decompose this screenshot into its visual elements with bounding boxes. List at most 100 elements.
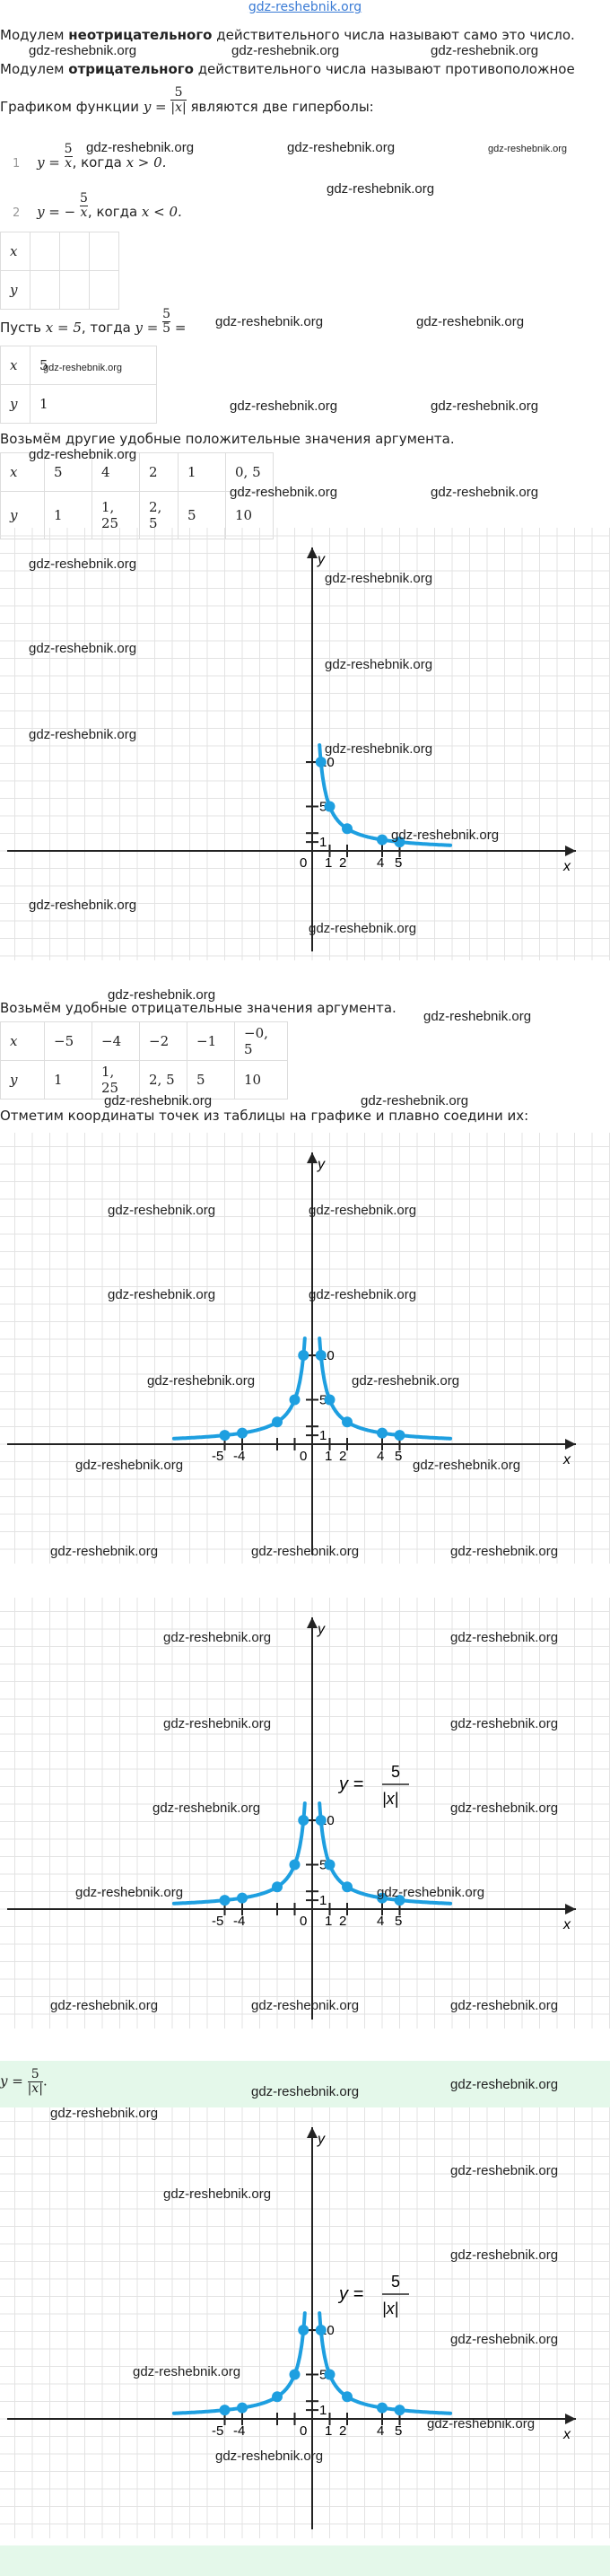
watermark: gdz-reshebnik.org [251,2084,360,2099]
table-cell [89,270,119,310]
watermark: gdz-reshebnik.org [309,921,417,936]
x-tick-label: -5 [212,2423,223,2439]
plot-text: Отметим координаты точек из таблицы на г… [0,1108,529,1124]
graph-description: Графиком функции y = 5 |x| являются две … [0,85,374,115]
x-tick-label: 1 [325,2423,332,2439]
origin-label: 0 [300,1914,307,1929]
graph-labeled: x y 0 1 2 4 5 -5 -4 1 5 10 y = 5 |x| [0,1598,610,2028]
table-cell: −0, 5 [234,1021,288,1061]
gd-num: 5 [170,85,187,101]
let-frac: 5 5 [162,308,171,336]
table-cell: 1 [30,384,157,424]
data-point [315,2325,327,2335]
table-cell: x [0,346,30,385]
watermark: gdz-reshebnik.org [108,1203,216,1218]
x-tick-label: 4 [377,1449,384,1464]
y-axis-label: y [317,552,326,567]
watermark: gdz-reshebnik.org [163,2186,272,2202]
watermark: gdz-reshebnik.org [416,314,525,329]
watermark: gdz-reshebnik.org [29,447,137,462]
y-tick-label: 1 [319,1428,327,1443]
watermark: gdz-reshebnik.org [215,314,324,329]
watermark: gdz-reshebnik.org [427,2416,536,2431]
answer-num: 5 [27,2068,43,2082]
case-1-frac-den: x [65,156,73,171]
table-row: y 1 [0,384,157,424]
data-point [298,1815,309,1826]
case-1-frac-num: 5 [64,142,73,157]
watermark: gdz-reshebnik.org [450,2077,559,2092]
table-cell [59,232,90,271]
watermark: gdz-reshebnik.org [152,1801,261,1816]
y-tick-label: 5 [319,1393,327,1408]
table-cell: 1 [178,452,226,492]
bottom-band [0,2545,610,2576]
watermark: gdz-reshebnik.org [163,1716,272,1731]
table-cell: −1 [187,1021,235,1061]
case-1-cond: x > 0. [126,154,167,171]
x-tick-label: 4 [377,855,384,871]
let-frac-den: 5 [162,321,171,336]
graph-both: x y 0 1 2 4 5 -5 -4 1 5 10 [0,1133,610,1564]
table-cell [30,270,60,310]
data-point [342,823,353,835]
data-point [289,1394,301,1406]
intro-line-1: Модулем неотрицательного действительного… [0,27,575,43]
data-point [298,2325,309,2335]
y-axis-label: y [317,2132,326,2147]
watermark: gdz-reshebnik.org [450,2247,559,2263]
table-row: x 5 4 2 1 0, 5 [0,452,274,492]
gd-prefix: Графиком функции [0,99,144,115]
table-cell: 4 [92,452,140,492]
watermark: gdz-reshebnik.org [108,987,216,1003]
watermark: gdz-reshebnik.org [86,140,195,155]
watermark: gdz-reshebnik.org [431,399,539,414]
data-point [219,1895,231,1906]
function-label-num: 5 [391,1763,400,1781]
let-mid: , тогда [81,320,135,336]
watermark: gdz-reshebnik.org [450,2163,559,2178]
watermark: gdz-reshebnik.org [450,1998,559,2013]
watermark: gdz-reshebnik.org [431,485,539,500]
table-cell: x [0,1021,45,1061]
table-cell: y [0,384,30,424]
origin-label: 0 [300,1449,307,1464]
x-axis-label: x [562,2427,571,2442]
table-cell: 1, 25 [92,491,140,539]
x-axis-arrow [565,2414,576,2424]
watermark: gdz-reshebnik.org [413,1458,521,1473]
data-point [324,801,336,812]
watermark: gdz-reshebnik.org [75,1885,184,1900]
x-tick-label: 4 [377,2423,384,2439]
watermark: gdz-reshebnik.org [230,485,338,500]
data-point [394,1430,405,1441]
watermark: gdz-reshebnik.org [450,1630,559,1645]
function-label-y: y = [337,1774,363,1794]
site-link-text[interactable]: gdz-reshebnik.org [248,0,362,14]
site-header-link[interactable]: gdz-reshebnik.org [0,0,610,14]
watermark: gdz-reshebnik.org [29,556,137,572]
table-cell: x [0,232,30,271]
intro-1c: действительного числа называют само это … [212,27,575,43]
data-point [237,1427,248,1439]
watermark: gdz-reshebnik.org [29,727,137,742]
graph-answer: x y 0 1 2 4 5 -5 -4 1 5 10 y = 5 |x| [0,2107,610,2538]
data-point [324,1394,336,1406]
watermark: gdz-reshebnik.org [377,1885,485,1900]
x-tick-label: 1 [325,1449,332,1464]
x-axis-arrow [565,846,576,856]
hyperbola-branch-negative [171,1801,307,1906]
watermark: gdz-reshebnik.org [133,2364,241,2379]
data-point [324,1859,336,1871]
watermark: gdz-reshebnik.org [50,1544,159,1559]
gd-fraction: 5 |x| [170,85,187,115]
data-point [377,1892,388,1904]
table-row: x −5 −4 −2 −1 −0, 5 [0,1021,288,1061]
data-point [315,757,327,767]
table-cell [59,270,90,310]
y-tick-label: 5 [319,800,327,815]
table-cell: 2 [139,452,179,492]
table-cell [89,232,119,271]
table-cell: −2 [139,1021,187,1061]
table-cell: 1, 25 [92,1060,140,1100]
